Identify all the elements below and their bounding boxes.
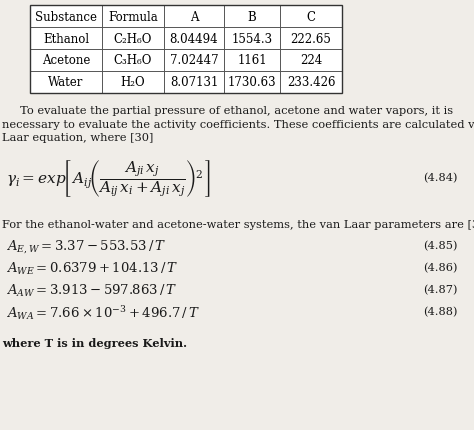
Text: 1161: 1161 xyxy=(237,54,267,68)
Text: where T is in degrees Kelvin.: where T is in degrees Kelvin. xyxy=(2,338,187,349)
Text: C: C xyxy=(307,10,316,24)
Text: A: A xyxy=(190,10,198,24)
Text: Ethanol: Ethanol xyxy=(43,32,89,46)
Text: $A_{WA} = 7.66 \times 10^{-3} + 496.7\,/\,T$: $A_{WA} = 7.66 \times 10^{-3} + 496.7\,/… xyxy=(6,303,200,321)
Text: H₂O: H₂O xyxy=(121,76,146,89)
Text: C₂H₆O: C₂H₆O xyxy=(114,32,152,46)
Text: (4.86): (4.86) xyxy=(423,263,458,273)
Text: 233.426: 233.426 xyxy=(287,76,335,89)
Text: Formula: Formula xyxy=(108,10,158,24)
Text: 8.07131: 8.07131 xyxy=(170,76,218,89)
Text: $\gamma_i = exp\!\left[\,A_{ij}\!\left(\dfrac{A_{ji}\,x_j}{A_{ij}\,x_i + A_{ji}\: $\gamma_i = exp\!\left[\,A_{ij}\!\left(\… xyxy=(6,158,211,198)
Text: C₃H₆O: C₃H₆O xyxy=(114,54,152,68)
Text: 1554.3: 1554.3 xyxy=(231,32,273,46)
Text: (4.85): (4.85) xyxy=(423,241,458,251)
Text: For the ethanol-water and acetone-water systems, the van Laar parameters are [30: For the ethanol-water and acetone-water … xyxy=(2,220,474,230)
Text: B: B xyxy=(247,10,256,24)
Text: 224: 224 xyxy=(300,54,322,68)
Text: Laar equation, where [30]: Laar equation, where [30] xyxy=(2,133,154,143)
Text: $A_{E,W} = 3.37 - 553.53\,/\,T$: $A_{E,W} = 3.37 - 553.53\,/\,T$ xyxy=(6,238,166,254)
Text: Water: Water xyxy=(48,76,84,89)
Text: (4.84): (4.84) xyxy=(423,173,458,183)
Text: 1730.63: 1730.63 xyxy=(228,76,276,89)
Text: Acetone: Acetone xyxy=(42,54,90,68)
Text: Substance: Substance xyxy=(35,10,97,24)
Bar xyxy=(30,6,342,94)
Text: To evaluate the partial pressure of ethanol, acetone and water vapors, it is: To evaluate the partial pressure of etha… xyxy=(2,106,453,116)
Text: 222.65: 222.65 xyxy=(291,32,331,46)
Text: (4.88): (4.88) xyxy=(423,307,458,317)
Bar xyxy=(30,6,342,94)
Text: (4.87): (4.87) xyxy=(423,285,458,295)
Text: 7.02447: 7.02447 xyxy=(170,54,219,68)
Text: $A_{WE} = 0.6379 + 104.13\,/\,T$: $A_{WE} = 0.6379 + 104.13\,/\,T$ xyxy=(6,260,179,276)
Text: $A_{AW} = 3.913 - 597.863\,/\,T$: $A_{AW} = 3.913 - 597.863\,/\,T$ xyxy=(6,282,177,298)
Text: necessary to evaluate the activity coefficients. These coefficients are calculat: necessary to evaluate the activity coeff… xyxy=(2,119,474,129)
Text: 8.04494: 8.04494 xyxy=(170,32,219,46)
